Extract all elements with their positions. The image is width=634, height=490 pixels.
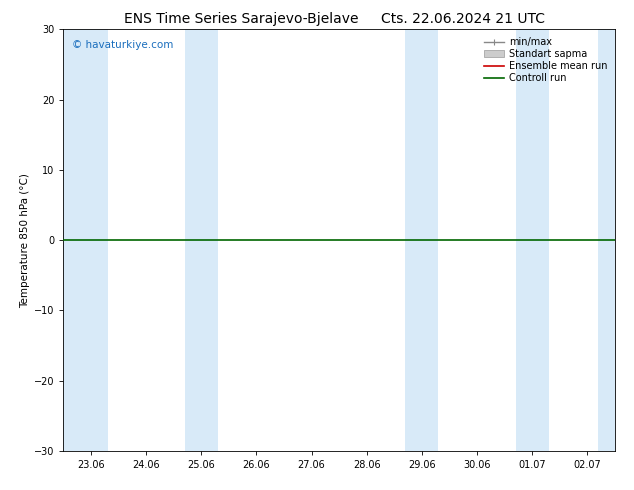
Text: ENS Time Series Sarajevo-Bjelave: ENS Time Series Sarajevo-Bjelave — [124, 12, 358, 26]
Text: Cts. 22.06.2024 21 UTC: Cts. 22.06.2024 21 UTC — [381, 12, 545, 26]
Text: © havaturkiye.com: © havaturkiye.com — [72, 40, 173, 50]
Bar — [184, 29, 218, 451]
Y-axis label: Temperature 850 hPa (°C): Temperature 850 hPa (°C) — [20, 172, 30, 308]
Legend: min/max, Standart sapma, Ensemble mean run, Controll run: min/max, Standart sapma, Ensemble mean r… — [481, 34, 610, 86]
Bar — [598, 29, 615, 451]
Bar — [63, 29, 108, 451]
Bar — [515, 29, 549, 451]
Bar — [405, 29, 439, 451]
